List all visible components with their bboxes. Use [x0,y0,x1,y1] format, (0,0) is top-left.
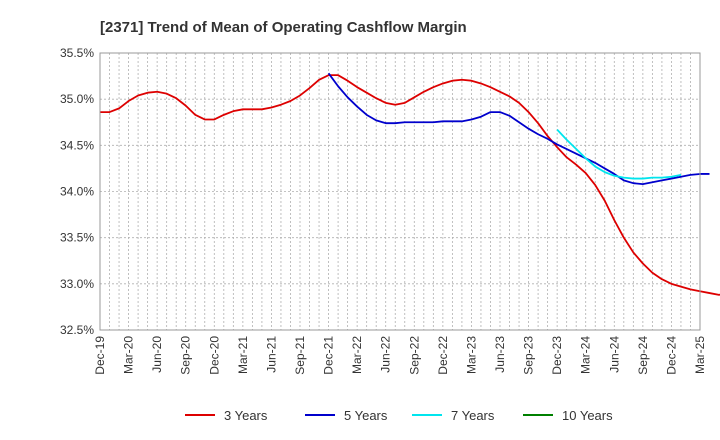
x-tick-label: Dec-24 [664,336,678,375]
series-line [100,74,720,296]
x-tick-label: Sep-21 [293,336,307,375]
x-tick-label: Mar-20 [122,336,136,374]
y-tick-label: 32.5% [60,323,94,337]
x-tick-label: Jun-23 [493,336,507,373]
x-tick-label: Mar-21 [236,336,250,374]
x-tick-label: Mar-22 [350,336,364,374]
chart-title: [2371] Trend of Mean of Operating Cashfl… [100,19,467,36]
x-tick-label: Jun-20 [150,336,164,373]
x-tick-label: Jun-24 [607,336,621,373]
x-tick-label: Mar-25 [693,336,707,374]
plot-frame [99,52,701,331]
legend-label: 10 Years [562,408,613,423]
grid [99,52,701,331]
x-tick-label: Mar-24 [579,336,593,374]
y-tick-label: 34.5% [60,138,94,152]
y-tick-label: 33.5% [60,231,94,245]
x-tick-label: Jun-22 [379,336,393,373]
y-tick-label: 35.5% [60,46,94,60]
y-tick-label: 35.0% [60,92,94,106]
x-tick-label: Sep-20 [179,336,193,375]
x-tick-label: Jun-21 [264,336,278,373]
x-tick-label: Dec-19 [93,336,107,375]
legend-label: 3 Years [224,408,268,423]
x-tick-label: Sep-24 [636,336,650,375]
y-axis-ticks: 32.5% 33.0% 33.5% 34.0% 34.5% 35.0% 35.5% [60,46,94,337]
x-tick-label: Dec-20 [207,336,221,375]
series-line [556,129,682,180]
legend: 3 Years 5 Years 7 Years 10 Years [185,408,613,423]
series-line [327,72,710,186]
legend-label: 7 Years [451,408,495,423]
x-tick-label: Dec-21 [322,336,336,375]
x-tick-label: Dec-22 [436,336,450,375]
series-lines [100,72,720,296]
y-tick-label: 34.0% [60,185,94,199]
legend-label: 5 Years [344,408,388,423]
x-tick-label: Mar-23 [464,336,478,374]
x-tick-label: Dec-23 [550,336,564,375]
x-axis-ticks: Dec-19 Mar-20 Jun-20 Sep-20 Dec-20 Mar-21 Jun-… [93,336,707,375]
x-tick-label: Sep-23 [522,336,536,375]
x-tick-label: Sep-22 [407,336,421,375]
y-tick-label: 33.0% [60,277,94,291]
